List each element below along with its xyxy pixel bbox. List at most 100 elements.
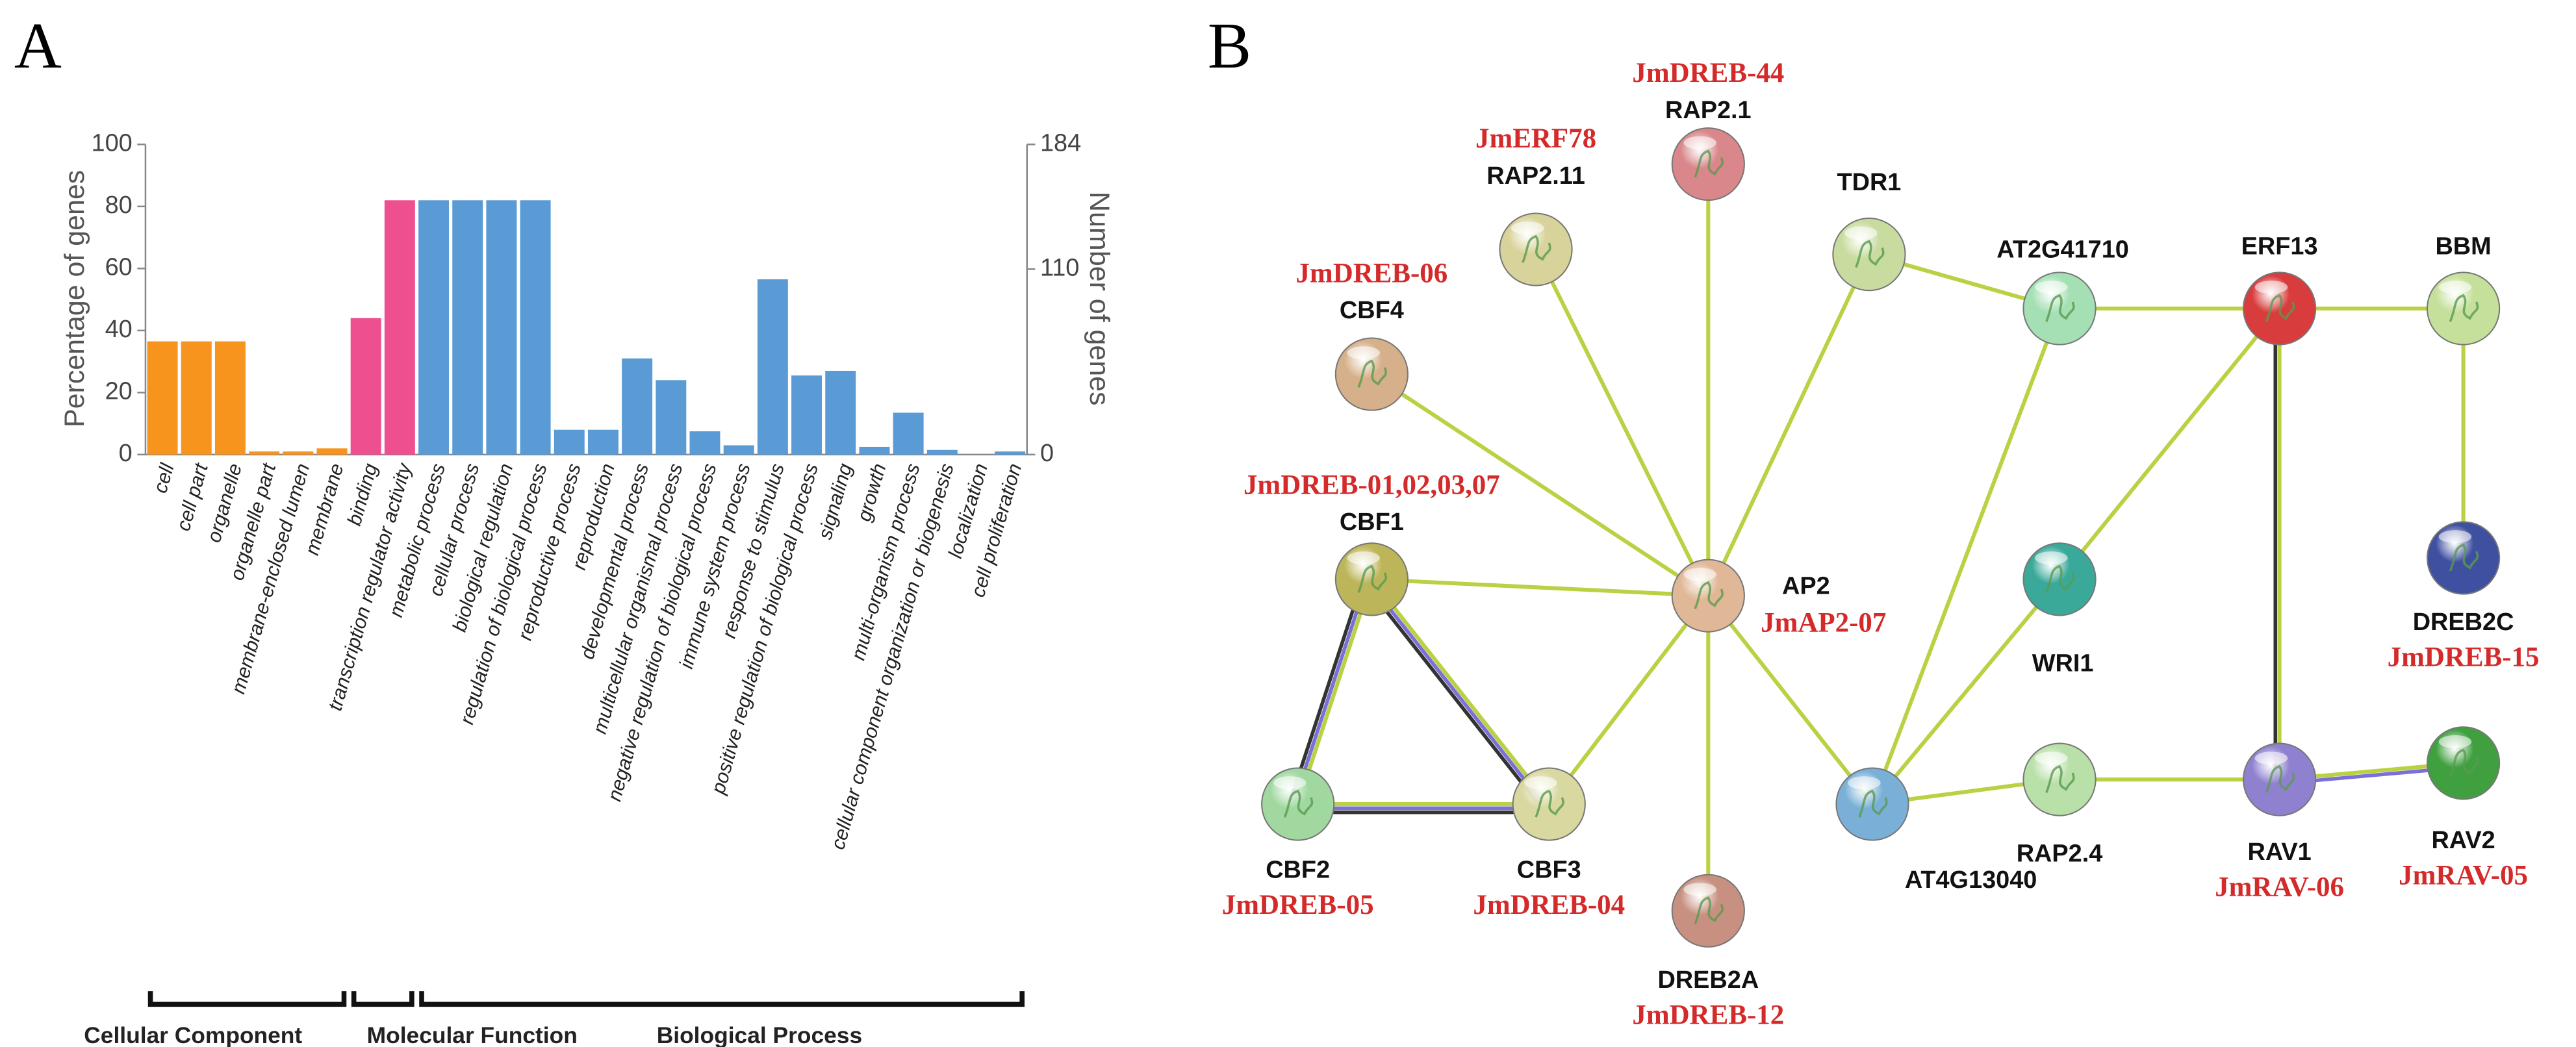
gene-label: JmDREB-06 [1295, 258, 1447, 288]
x-tick-label: cell part [173, 460, 212, 534]
node-glyph [1694, 896, 1724, 925]
edge [1534, 248, 1711, 597]
y-tick-label: 60 [105, 253, 133, 281]
edge [1288, 576, 1366, 802]
node-shine [1524, 776, 1557, 790]
node-label: DREB2A [1657, 966, 1759, 994]
node-glyph [2449, 748, 2479, 777]
gene-label: JmDREB-12 [1632, 1000, 1784, 1030]
y-tick-label: 40 [105, 316, 133, 343]
node-shine [2438, 281, 2472, 294]
node-label: AP2 [1782, 573, 1830, 600]
y-tick-label: 0 [119, 440, 133, 467]
node-glyph [1855, 240, 1885, 268]
node-glyph [1283, 789, 1314, 818]
y-tick-label: 100 [92, 129, 133, 157]
group-label: Biological Process [657, 1023, 862, 1047]
node-glyph [1357, 564, 1387, 593]
y2-tick-label: 110 [1040, 254, 1079, 281]
node-shine [1347, 551, 1380, 565]
node-glyph [2045, 294, 2075, 322]
gene-label: JmDREB-05 [1222, 890, 1374, 920]
bar [791, 375, 823, 455]
node-shine [2438, 530, 2472, 544]
edge [1364, 583, 1544, 811]
edge [1371, 577, 1709, 598]
bar [622, 358, 653, 455]
group-bracket [147, 991, 347, 1007]
edge [1547, 594, 1710, 805]
node-shine [2035, 281, 2068, 294]
edge [1706, 253, 1871, 597]
node-label: ERF13 [2241, 233, 2318, 260]
node-glyph [2045, 764, 2075, 794]
edge [1370, 372, 1709, 598]
bar [181, 341, 212, 455]
node-shine [2254, 751, 2288, 765]
edge [1292, 577, 1370, 803]
bar [350, 318, 381, 455]
gene-label: JmRAV-06 [2215, 872, 2344, 902]
node-shine [1273, 776, 1307, 790]
bar [214, 341, 246, 455]
bar [825, 370, 856, 455]
gene-label: JmDREB-15 [2388, 642, 2540, 673]
bar [147, 341, 178, 455]
node-shine [1844, 226, 1878, 240]
node-shine [2035, 551, 2068, 565]
node-shine [1347, 346, 1380, 360]
node-glyph [1694, 149, 1724, 178]
node-glyph [2045, 564, 2075, 593]
x-tick-label: binding [344, 461, 382, 528]
node-label: RAP2.1 [1665, 97, 1752, 124]
y-axis-title: Percentage of genes [59, 170, 90, 427]
bar [859, 446, 890, 455]
node-shine [1683, 136, 1716, 149]
node-label: BBM [2435, 233, 2491, 260]
y-tick-label: 20 [105, 377, 133, 405]
node-shine [1511, 221, 1544, 235]
node-glyph [1357, 359, 1387, 388]
node-shine [1848, 776, 1881, 790]
node-label: CBF1 [1340, 509, 1404, 536]
bar [554, 429, 585, 455]
edge [1295, 578, 1374, 805]
bar [995, 451, 1026, 455]
node-shine [1683, 883, 1716, 896]
bar [384, 200, 415, 455]
edge [1870, 577, 2061, 805]
node-label: AT4G13040 [1905, 866, 2037, 894]
node-glyph [1535, 789, 1564, 818]
node-glyph [2265, 294, 2295, 322]
x-tick-label: growth [854, 461, 891, 524]
gene-label: JmRAV-05 [2399, 861, 2528, 891]
edge [1367, 581, 1548, 808]
gene-label: JmDREB-44 [1632, 58, 1784, 88]
y2-axis-title: Number of genes [1084, 192, 1115, 405]
node-label: DREB2C [2413, 609, 2514, 636]
group-label: Molecular Function [367, 1023, 578, 1047]
bar [656, 380, 687, 455]
bar [520, 200, 551, 455]
node-label: WRI1 [2032, 650, 2094, 677]
node-shine [2035, 751, 2068, 765]
panel-label: A [14, 9, 62, 82]
node-label: RAV2 [2431, 827, 2495, 854]
group-bracket [419, 991, 1025, 1007]
node-shine [2438, 735, 2472, 749]
node-glyph [1858, 789, 1888, 818]
node-label: RAP2.4 [2017, 840, 2103, 867]
bar [893, 412, 924, 455]
edge [2058, 307, 2281, 581]
bar [418, 200, 450, 455]
node-glyph [1522, 234, 1551, 263]
group-bracket [351, 991, 414, 1007]
edge [1870, 307, 2061, 805]
bar [689, 431, 721, 455]
node-shine [1683, 568, 1716, 581]
y-tick-label: 80 [105, 192, 133, 219]
bar [757, 279, 788, 455]
bar [587, 429, 618, 455]
